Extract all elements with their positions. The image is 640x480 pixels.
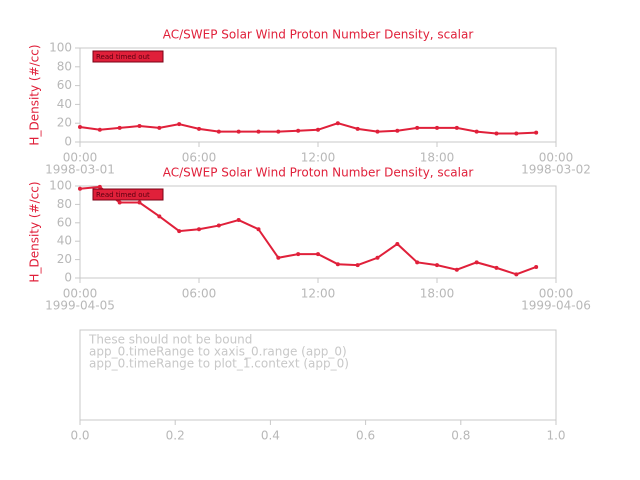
data-point [256, 129, 261, 134]
data-line [79, 185, 537, 276]
plot-frame [79, 329, 557, 421]
x-tick-label: 12:00 [301, 151, 336, 165]
data-point [78, 124, 82, 129]
x-tick-label: 00:00 [63, 287, 98, 301]
data-point [137, 200, 142, 205]
x-tick-label: 12:00 [301, 287, 336, 301]
data-point [534, 130, 539, 135]
data-point [514, 272, 519, 277]
data-point [177, 229, 182, 234]
status-badge [92, 188, 164, 201]
x-tick-label: 0.4 [261, 429, 280, 443]
data-point [355, 263, 360, 268]
data-point [97, 127, 102, 132]
y-tick-label: 60 [57, 78, 72, 92]
data-point [494, 131, 499, 136]
data-point [415, 125, 420, 130]
annotation: These should not be bound [88, 333, 252, 347]
x-tick-label: 18:00 [420, 151, 455, 165]
y-tick-label: 100 [49, 41, 72, 55]
data-point [97, 184, 102, 189]
data-point [177, 122, 182, 127]
x-tick-label: 06:00 [182, 151, 217, 165]
data-point [435, 125, 439, 130]
data-point [534, 264, 539, 269]
data-point [474, 129, 479, 134]
x-tick-label: 18:00 [420, 287, 455, 301]
data-point [375, 255, 380, 260]
data-point [316, 127, 320, 132]
data-point [137, 124, 142, 129]
chart-title: AC/SWEP Solar Wind Proton Number Density… [163, 166, 474, 180]
data-point [157, 214, 162, 219]
x-tick-date: 1999-04-06 [521, 299, 591, 313]
panel: AC/SWEP Solar Wind Proton Number Density… [28, 28, 591, 177]
x-tick-label: 1.0 [546, 429, 565, 443]
x-tick-date: 1999-04-05 [45, 299, 115, 313]
data-point [395, 128, 400, 133]
x-tick-label: 00:00 [539, 151, 574, 165]
y-tick-label: 100 [49, 179, 72, 193]
data-line [79, 122, 537, 135]
data-point [474, 260, 479, 265]
data-point [197, 227, 201, 232]
data-point [216, 129, 221, 134]
data-point [335, 262, 340, 267]
data-point [197, 126, 201, 131]
panel: 0.0 0.2 0.4 0.6 0.8 1.0 These should not be bo… [70, 329, 566, 443]
y-tick-label: 60 [57, 215, 72, 229]
data-point [395, 241, 400, 246]
y-tick-label: 40 [57, 234, 72, 248]
status-badge-text: Read timed out [96, 53, 150, 61]
x-tick-label: 00:00 [539, 287, 574, 301]
x-tick-label: 0.8 [451, 429, 470, 443]
data-point [454, 267, 459, 272]
data-point [494, 265, 499, 270]
y-axis-label: H_Density (#/cc) [28, 44, 42, 145]
data-point [335, 121, 340, 126]
data-point [157, 125, 162, 130]
x-tick-label: 06:00 [182, 287, 217, 301]
y-tick-label: 0 [64, 271, 72, 285]
data-point [276, 129, 281, 134]
status-badge [92, 50, 164, 63]
data-point [117, 200, 122, 205]
y-tick-label: 20 [57, 252, 72, 266]
data-point [236, 218, 241, 223]
data-point [296, 128, 301, 133]
data-point [256, 227, 261, 232]
data-point [454, 125, 459, 130]
data-point [375, 129, 380, 134]
data-point [514, 131, 519, 136]
data-point [435, 263, 439, 268]
data-point [236, 129, 241, 134]
x-tick-date: 1998-03-01 [45, 163, 115, 177]
data-point [117, 125, 122, 130]
annotation: app_0.timeRange to plot_1.context (app_0… [89, 357, 349, 371]
x-tick-label: 00:00 [63, 151, 98, 165]
y-axis-label: H_Density (#/cc) [28, 181, 42, 282]
annotation: app_0.timeRange to xaxis_0.range (app_0) [89, 345, 347, 359]
data-point [78, 186, 82, 191]
y-tick-label: 0 [64, 135, 72, 149]
y-tick-label: 20 [57, 116, 72, 130]
chart-title: AC/SWEP Solar Wind Proton Number Density… [163, 28, 474, 42]
data-point [316, 252, 320, 257]
x-tick-label: 0.2 [166, 429, 185, 443]
status-badge-text: Read timed out [96, 191, 150, 199]
data-point [296, 252, 301, 257]
data-point [355, 126, 360, 131]
panel: AC/SWEP Solar Wind Proton Number Density… [28, 166, 591, 313]
x-tick-label: 0.0 [70, 429, 89, 443]
data-point [415, 260, 420, 265]
y-tick-label: 80 [57, 59, 72, 73]
x-tick-label: 0.6 [356, 429, 375, 443]
y-tick-label: 80 [57, 197, 72, 211]
x-tick-date: 1998-03-02 [521, 163, 591, 177]
data-point [276, 255, 281, 260]
y-tick-label: 40 [57, 97, 72, 111]
data-point [216, 223, 221, 228]
